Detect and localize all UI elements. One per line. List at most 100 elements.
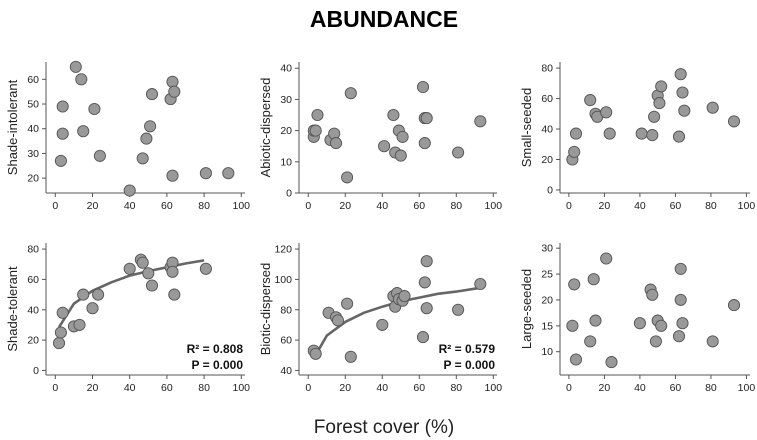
x-tick-label: 60 xyxy=(413,382,425,394)
data-point xyxy=(166,265,179,278)
x-tick-label: 100 xyxy=(233,200,251,212)
x-tick-label: 0 xyxy=(52,382,58,394)
data-point xyxy=(344,350,357,363)
data-point xyxy=(568,278,581,291)
data-point xyxy=(73,318,86,331)
data-point xyxy=(77,125,90,138)
data-point xyxy=(54,326,67,339)
y-tick-label: 80 xyxy=(27,244,39,256)
y-tick-label: 0 xyxy=(286,188,292,200)
data-point xyxy=(387,108,400,122)
y-tick-label: 40 xyxy=(280,365,292,377)
y-axis-label: Abiotic-dispersed xyxy=(258,78,273,178)
x-tick-label: 80 xyxy=(705,382,717,394)
x-tick-label: 40 xyxy=(634,382,646,394)
data-point xyxy=(341,297,354,310)
data-point xyxy=(145,279,159,292)
data-point xyxy=(727,299,741,312)
data-point xyxy=(452,303,465,316)
data-point xyxy=(568,145,581,158)
data-point xyxy=(394,149,407,162)
data-point xyxy=(474,277,487,291)
data-point xyxy=(566,319,579,332)
data-point xyxy=(676,86,689,99)
data-point xyxy=(674,68,687,81)
data-point xyxy=(584,335,597,348)
stat-annotation: R² = 0.579 xyxy=(439,342,496,356)
data-point xyxy=(649,335,662,348)
x-tick-label: 40 xyxy=(124,200,136,212)
y-tick-label: 20 xyxy=(541,294,553,306)
data-point xyxy=(199,262,212,275)
data-point xyxy=(655,80,668,93)
y-tick-label: 30 xyxy=(280,94,292,106)
y-tick-label: 15 xyxy=(541,320,553,332)
data-point xyxy=(418,276,431,289)
x-tick-label: 60 xyxy=(161,200,173,212)
data-point xyxy=(309,347,322,360)
y-tick-label: 100 xyxy=(274,274,292,286)
data-point xyxy=(88,102,101,116)
x-tick-label: 40 xyxy=(124,382,136,394)
y-tick-label: 60 xyxy=(27,74,39,86)
data-point xyxy=(674,293,687,306)
x-tick-label: 80 xyxy=(450,200,462,212)
data-point xyxy=(331,314,344,327)
data-point xyxy=(56,100,69,113)
x-tick-label: 100 xyxy=(738,200,756,212)
data-point xyxy=(589,314,602,327)
x-tick-label: 20 xyxy=(87,382,99,394)
x-axis-title: Forest cover (%) xyxy=(314,417,454,438)
data-point xyxy=(569,353,583,366)
y-tick-label: 0 xyxy=(33,365,39,377)
data-point xyxy=(676,317,689,330)
data-point xyxy=(311,108,324,122)
x-tick-label: 80 xyxy=(198,382,210,394)
data-point xyxy=(168,85,181,98)
data-point xyxy=(136,152,149,165)
data-point xyxy=(75,73,88,86)
y-tick-label: 60 xyxy=(541,93,553,105)
data-point xyxy=(420,112,433,125)
x-tick-label: 40 xyxy=(376,200,388,212)
data-point xyxy=(396,130,409,143)
data-point xyxy=(672,130,686,143)
y-tick-label: 20 xyxy=(27,173,39,185)
x-tick-label: 60 xyxy=(670,382,682,394)
data-point xyxy=(168,288,181,301)
x-tick-label: 80 xyxy=(198,200,210,212)
panel-5: 0 20 40 60 80 100 40 60 80 100 120Biotic-dispersed… xyxy=(258,243,502,394)
x-tick-label: 60 xyxy=(413,200,425,212)
y-tick-label: 80 xyxy=(541,63,553,75)
data-point xyxy=(92,288,105,301)
y-tick-label: 10 xyxy=(280,156,292,168)
stat-annotation: R² = 0.808 xyxy=(187,342,244,356)
x-tick-label: 0 xyxy=(566,200,572,212)
x-tick-label: 100 xyxy=(738,382,756,394)
y-tick-label: 20 xyxy=(27,335,39,347)
data-point xyxy=(222,167,235,180)
x-tick-label: 0 xyxy=(566,382,572,394)
y-tick-label: 50 xyxy=(27,99,39,111)
data-point xyxy=(123,262,136,275)
y-axis-label: Biotic-dispersed xyxy=(258,263,273,356)
x-tick-label: 60 xyxy=(161,382,173,394)
data-point xyxy=(706,335,719,348)
y-tick-label: 30 xyxy=(27,148,39,160)
data-point xyxy=(655,319,668,332)
stat-annotation: P = 0.000 xyxy=(444,358,496,372)
x-tick-label: 80 xyxy=(450,382,462,394)
y-axis-label: Shade-tolerant xyxy=(5,266,20,352)
y-tick-label: 20 xyxy=(541,154,553,166)
y-tick-label: 80 xyxy=(280,304,292,316)
panel-3: 0 20 40 60 80 100 0 20 40 60 80 Small-seeded xyxy=(519,62,755,212)
data-point xyxy=(166,169,179,182)
data-point xyxy=(635,127,648,140)
x-tick-label: 100 xyxy=(485,382,503,394)
y-tick-label: 20 xyxy=(280,125,292,137)
data-point xyxy=(52,337,66,350)
x-tick-label: 40 xyxy=(376,382,388,394)
data-point xyxy=(646,129,659,142)
